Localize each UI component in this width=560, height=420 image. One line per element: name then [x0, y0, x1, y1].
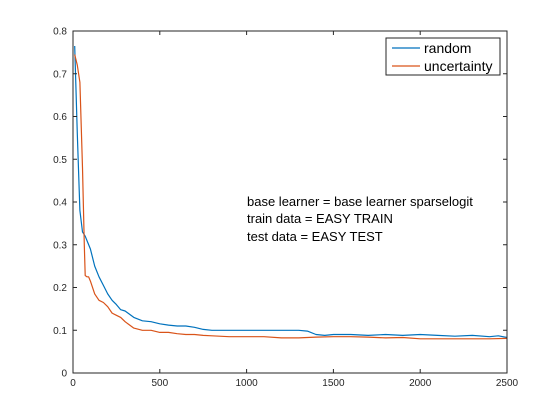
- x-tick-label: 1000: [235, 378, 258, 389]
- y-tick-label: 0: [61, 369, 67, 380]
- x-tick-label: 500: [151, 378, 168, 389]
- annotation-line-3: test data = EASY TEST: [247, 229, 383, 244]
- x-tick-label: 2500: [496, 378, 519, 389]
- series-line-random: [74, 45, 508, 339]
- legend-label-random: random: [424, 40, 471, 56]
- annotation-block: base learner = base learner sparselogit …: [247, 194, 473, 244]
- x-tick-label: 1500: [322, 378, 345, 389]
- x-tick-label: 2000: [409, 378, 432, 389]
- legend: random uncertainty: [385, 37, 501, 76]
- legend-label-uncertainty: uncertainty: [424, 58, 492, 74]
- y-tick-label: 0.3: [53, 240, 67, 251]
- series-line-uncertainty: [74, 54, 508, 340]
- annotation-line-1: base learner = base learner sparselogit: [247, 194, 473, 209]
- y-tick-label: 0.2: [53, 283, 67, 294]
- series-layer: [74, 45, 508, 340]
- y-tick-label: 0.4: [53, 198, 67, 209]
- annotation-line-2: train data = EASY TRAIN: [247, 211, 393, 226]
- y-tick-label: 0.5: [53, 155, 67, 166]
- y-tick-label: 0.1: [53, 326, 67, 337]
- legend-box: [385, 37, 501, 76]
- ticks-layer: 0 500 1000 1500 2000 2500 0 0.1 0.2 0.3 0.4 0.5 0.6 0…: [53, 27, 518, 390]
- y-tick-label: 0.7: [53, 69, 67, 80]
- plot-area: [73, 31, 507, 373]
- y-tick-label: 0.8: [53, 27, 67, 38]
- x-tick-label: 0: [70, 378, 76, 389]
- y-tick-label: 0.6: [53, 112, 67, 123]
